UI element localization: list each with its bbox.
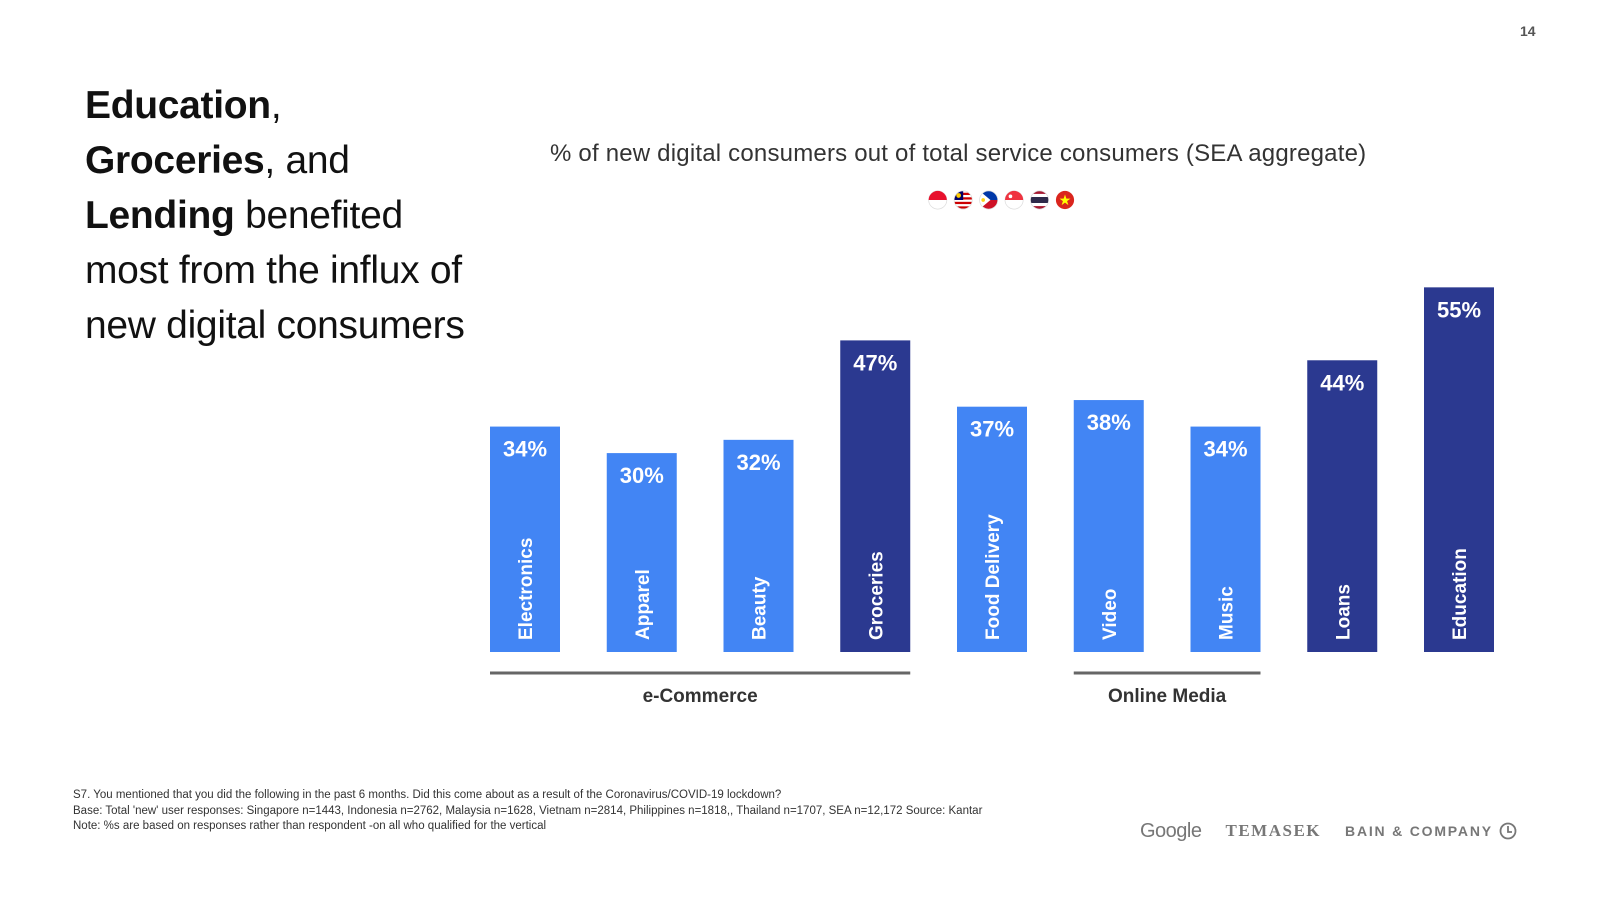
footnote-line: S7. You mentioned that you did the follo…	[73, 789, 782, 801]
bar-group: 55% Education	[1424, 287, 1494, 652]
category-label: Education	[1450, 548, 1471, 640]
headline-segment: , and	[264, 139, 350, 182]
bar	[606, 453, 677, 652]
category-label: Beauty	[750, 576, 771, 640]
bar-value-label: 30%	[620, 463, 664, 488]
indonesia-flag-icon	[928, 190, 948, 210]
bar-value-label: 44%	[1320, 370, 1364, 395]
malaysia-flag-icon	[953, 190, 973, 210]
bain-logo-icon	[1499, 822, 1517, 840]
bar	[957, 406, 1027, 652]
bar-chart: 34% Electronics 30% Apparel 32% Beauty 47% Groc…	[490, 287, 1494, 707]
category-group: Online Media	[1073, 671, 1261, 707]
category-label: Food Delivery	[983, 514, 1004, 640]
bar-value-label: 34%	[503, 437, 547, 462]
headline-segment: Education	[85, 84, 271, 127]
bar-value-label: 37%	[970, 417, 1014, 442]
category-label: Music	[1217, 586, 1238, 640]
thailand-flag-icon	[1030, 190, 1049, 210]
bar-value-label: 32%	[736, 450, 780, 475]
headline: Education, Groceries, and Lending benefi…	[85, 78, 485, 353]
headline-segment: Lending	[85, 194, 235, 237]
bar	[1307, 360, 1378, 652]
philippines-flag-icon	[979, 190, 999, 210]
bain-logo: BAIN & COMPANY	[1345, 823, 1493, 839]
group-label: e-Commerce	[643, 686, 758, 707]
headline-segment: ,	[270, 84, 282, 127]
category-label: Apparel	[633, 569, 654, 640]
headline-segment: benefited most from the influx of new di…	[85, 194, 465, 347]
bar-value-label: 34%	[1203, 437, 1247, 462]
bar	[1073, 400, 1144, 652]
page-number: 14	[1520, 23, 1536, 39]
category-label: Electronics	[516, 538, 537, 640]
bar-group: 34% Electronics	[490, 426, 560, 652]
category-group: e-Commerce	[490, 671, 911, 707]
country-flags	[928, 190, 1075, 210]
bar-group: 38% Video	[1073, 400, 1144, 652]
group-label: Online Media	[1108, 686, 1227, 707]
bar-group: 44% Loans	[1307, 360, 1378, 652]
bar-group: 30% Apparel	[606, 453, 677, 652]
bar	[490, 426, 560, 652]
bar	[1424, 287, 1494, 652]
google-logo: Google	[1140, 819, 1202, 842]
temasek-logo: TEMASEK	[1225, 821, 1322, 840]
footnote: S7. You mentioned that you did the follo…	[73, 788, 982, 835]
footnote-line: Note: %s are based on responses rather t…	[73, 820, 547, 832]
vietnam-flag-icon	[1055, 190, 1075, 210]
bar-value-label: 47%	[853, 350, 897, 375]
chart-title: % of new digital consumers out of total …	[550, 140, 1367, 167]
bars-layer: 34% Electronics 30% Apparel 32% Beauty 47% Groc…	[490, 287, 1494, 652]
category-label: Loans	[1333, 584, 1354, 640]
category-label: Video	[1100, 589, 1121, 640]
bar-group: 34% Music	[1190, 426, 1261, 652]
category-groups-layer: e-Commerce Online Media	[490, 671, 1261, 707]
bar-group: 32% Beauty	[723, 439, 794, 652]
bar	[1190, 426, 1261, 652]
bar-group: 47% Groceries	[840, 340, 911, 652]
bar-group: 37% Food Delivery	[957, 406, 1027, 652]
bar-value-label: 55%	[1437, 297, 1481, 322]
partner-logos: Google TEMASEK BAIN & COMPANY	[1140, 818, 1517, 844]
category-label: Groceries	[866, 551, 887, 640]
bar	[840, 340, 911, 652]
headline-segment: Groceries	[85, 139, 265, 182]
singapore-flag-icon	[1004, 190, 1024, 210]
bar-value-label: 38%	[1087, 410, 1131, 435]
bar	[723, 439, 794, 652]
footnote-line: Base: Total 'new' user responses: Singap…	[73, 804, 983, 817]
